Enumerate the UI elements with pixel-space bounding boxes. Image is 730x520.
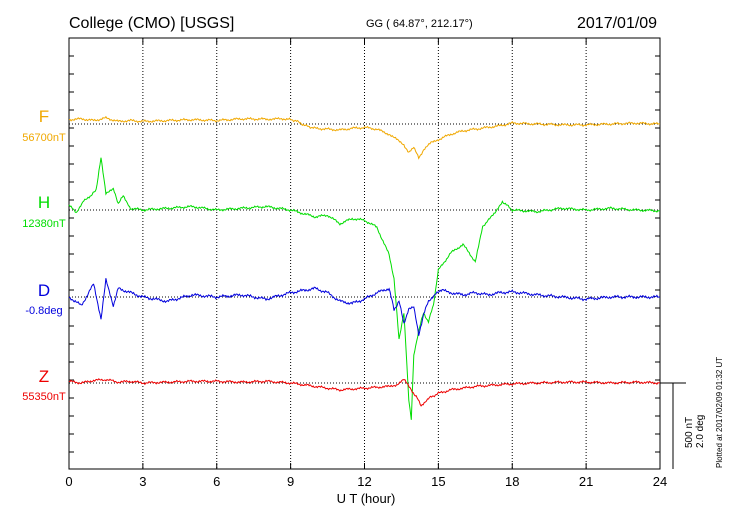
series-line-H bbox=[68, 157, 660, 420]
x-tick-label: 6 bbox=[213, 474, 220, 489]
series-name-Z: Z bbox=[39, 367, 49, 386]
series-baseline-F: 56700nT bbox=[22, 132, 66, 144]
series-line-Z bbox=[68, 378, 661, 407]
series-baseline-Z: 55350nT bbox=[22, 391, 66, 403]
x-tick-label: 15 bbox=[431, 474, 445, 489]
scale-nt-label: 500 nT bbox=[684, 417, 695, 448]
x-tick-label: 21 bbox=[579, 474, 593, 489]
series-name-D: D bbox=[38, 281, 50, 300]
x-tick-label: 18 bbox=[505, 474, 519, 489]
series-line-D bbox=[68, 278, 660, 336]
x-tick-label: 3 bbox=[139, 474, 146, 489]
series-baseline-D: -0.8deg bbox=[25, 305, 62, 317]
x-tick-label: 9 bbox=[287, 474, 294, 489]
series-line-F bbox=[68, 115, 661, 160]
series-name-F: F bbox=[39, 107, 49, 126]
x-tick-label: 24 bbox=[653, 474, 667, 489]
gridlines bbox=[142, 38, 587, 469]
station-title: College (CMO) [USGS] bbox=[69, 15, 234, 32]
x-tick-label: 12 bbox=[357, 474, 371, 489]
plotted-at-note: Plotted at 2017/02/09 01:32 UT bbox=[715, 357, 724, 468]
series-labels: F 56700nT H 12380nT D -0.8deg Z 55350nT bbox=[22, 107, 66, 403]
x-axis-ticks: 0 3 6 9 12 15 18 21 24 bbox=[65, 38, 667, 489]
series-name-H: H bbox=[38, 193, 50, 212]
series-lines bbox=[68, 115, 661, 420]
x-axis-label: U T (hour) bbox=[337, 491, 396, 506]
date-label: 2017/01/09 bbox=[577, 15, 657, 32]
series-baseline-H: 12380nT bbox=[22, 218, 66, 230]
x-tick-label: 0 bbox=[65, 474, 72, 489]
scale-deg-label: 2.0 deg bbox=[695, 415, 706, 448]
coordinates-label: GG ( 64.87°, 212.17°) bbox=[366, 18, 473, 30]
